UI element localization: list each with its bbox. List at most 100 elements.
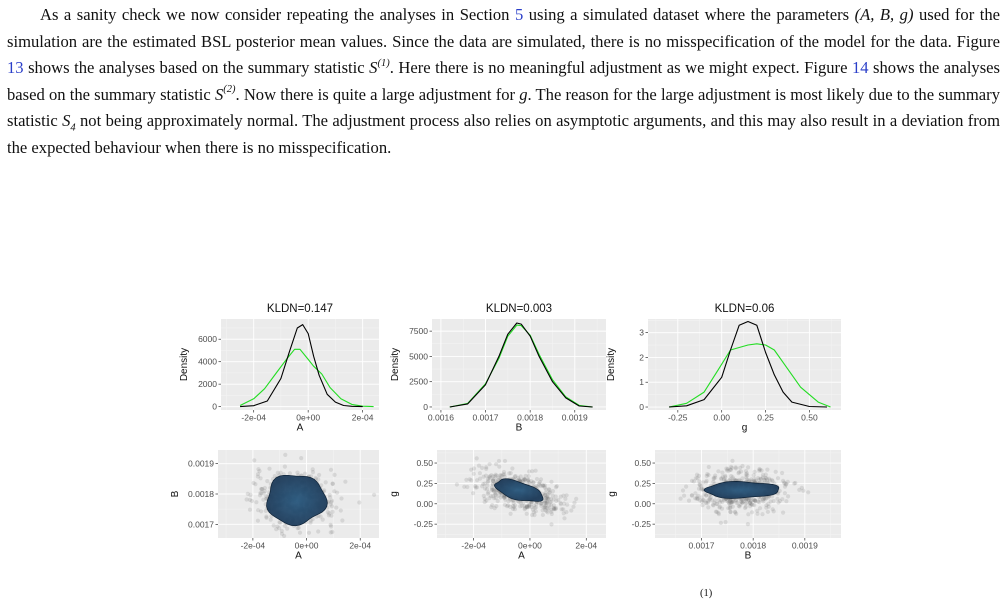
scatter-point bbox=[749, 477, 754, 482]
scatter-point bbox=[546, 506, 551, 511]
scatter-point bbox=[490, 487, 495, 492]
scatter-point bbox=[299, 456, 304, 461]
scatter-point bbox=[704, 492, 709, 498]
scatter-point bbox=[516, 477, 521, 482]
scatter-point bbox=[251, 480, 256, 486]
scatter-point bbox=[695, 496, 701, 502]
scatter-point bbox=[279, 528, 284, 534]
y-tick-label: 3 bbox=[639, 328, 644, 338]
scatter-point bbox=[527, 503, 532, 508]
figure-14-ref-link[interactable]: 14 bbox=[851, 58, 869, 78]
unadjusted-density-line bbox=[669, 320, 828, 408]
scatter-point bbox=[260, 486, 265, 492]
scatter-point bbox=[493, 472, 498, 477]
scatter-point bbox=[716, 510, 721, 515]
scatter-point bbox=[780, 470, 785, 476]
scatter-point bbox=[318, 514, 323, 519]
scatter-point bbox=[740, 500, 745, 505]
y-tick-label: -0.25 bbox=[632, 519, 652, 529]
scatter-point bbox=[689, 493, 695, 498]
y-tick-label: 6000 bbox=[198, 334, 217, 344]
scatter-point bbox=[735, 500, 740, 505]
scatter-point bbox=[268, 517, 273, 522]
scatter-point bbox=[750, 479, 755, 484]
y-axis-label: Density bbox=[179, 348, 190, 381]
scatter-point bbox=[693, 491, 698, 496]
scatter-point bbox=[502, 472, 507, 477]
scatter-point bbox=[547, 490, 553, 495]
scatter-point bbox=[762, 496, 767, 501]
panel-background bbox=[432, 319, 606, 410]
scatter-point bbox=[308, 520, 313, 525]
scatter-point bbox=[549, 509, 554, 514]
scatter-point bbox=[734, 500, 739, 505]
scatter-point bbox=[728, 477, 733, 482]
scatter-point bbox=[726, 500, 731, 505]
scatter-point bbox=[264, 515, 269, 520]
scatter-point bbox=[700, 498, 705, 503]
plot-area bbox=[244, 452, 377, 538]
scatter-point bbox=[551, 503, 557, 508]
scatter-point bbox=[714, 509, 719, 514]
math-superscript: (1) bbox=[377, 57, 390, 69]
scatter-point bbox=[748, 500, 753, 505]
scatter-point bbox=[519, 503, 525, 508]
scatter-point bbox=[475, 478, 480, 483]
scatter-point bbox=[689, 493, 695, 498]
scatter-point bbox=[275, 470, 280, 475]
scatter-point bbox=[329, 504, 334, 509]
scatter-point bbox=[757, 477, 762, 482]
scatter-point bbox=[706, 505, 711, 510]
scatter-point bbox=[322, 488, 327, 493]
section-ref-link[interactable]: 5 bbox=[514, 5, 524, 24]
scatter-point bbox=[481, 474, 486, 479]
scatter-point bbox=[491, 476, 496, 481]
scatter-point bbox=[733, 510, 738, 515]
scatter-point bbox=[764, 477, 770, 482]
scatter-point bbox=[699, 484, 704, 489]
scatter-point bbox=[263, 508, 268, 513]
scatter-point bbox=[497, 464, 502, 469]
scatter-point bbox=[549, 496, 554, 502]
scatter-point bbox=[766, 495, 771, 500]
scatter-point bbox=[749, 510, 755, 515]
scatter-point bbox=[549, 479, 554, 484]
scatter-point bbox=[565, 502, 570, 507]
scatter-point bbox=[532, 512, 537, 518]
plot-area bbox=[668, 320, 831, 408]
scatter-point bbox=[538, 477, 544, 482]
scatter-point bbox=[495, 498, 500, 504]
figure-13-ref-link[interactable]: 13 bbox=[7, 58, 24, 78]
scatter-point bbox=[524, 504, 529, 509]
scatter-point bbox=[730, 475, 735, 480]
panel-title: KLDN=0.003 bbox=[486, 303, 552, 315]
scatter-point bbox=[483, 473, 489, 478]
scatter-point bbox=[335, 490, 340, 495]
scatter-point bbox=[329, 513, 334, 518]
unadjusted-density-line bbox=[449, 322, 593, 408]
scatter-point bbox=[728, 467, 734, 472]
y-tick-label: 0.50 bbox=[634, 458, 651, 468]
scatter-point bbox=[707, 496, 713, 501]
scatter-point bbox=[682, 493, 687, 498]
scatter-point bbox=[782, 481, 787, 486]
x-tick-label: 0.0016 bbox=[428, 413, 454, 423]
scatter-point bbox=[334, 505, 339, 510]
scatter-point bbox=[508, 471, 513, 476]
scatter-point bbox=[481, 493, 486, 498]
scatter-point bbox=[763, 472, 768, 477]
scatter-point bbox=[534, 505, 539, 510]
scatter-point bbox=[758, 476, 763, 481]
x-tick-label: 0.50 bbox=[801, 413, 818, 423]
scatter-point bbox=[752, 498, 758, 503]
scatter-point bbox=[801, 488, 806, 493]
scatter-point bbox=[753, 478, 758, 483]
scatter-point bbox=[343, 479, 348, 484]
scatter-point bbox=[775, 476, 781, 481]
scatter-point bbox=[538, 483, 543, 489]
x-tick-label: 0.0017 bbox=[473, 413, 499, 423]
density-region bbox=[494, 478, 544, 502]
scatter-point bbox=[257, 469, 262, 474]
x-tick-label: 0.0019 bbox=[562, 413, 588, 423]
scatter-point bbox=[476, 463, 482, 468]
